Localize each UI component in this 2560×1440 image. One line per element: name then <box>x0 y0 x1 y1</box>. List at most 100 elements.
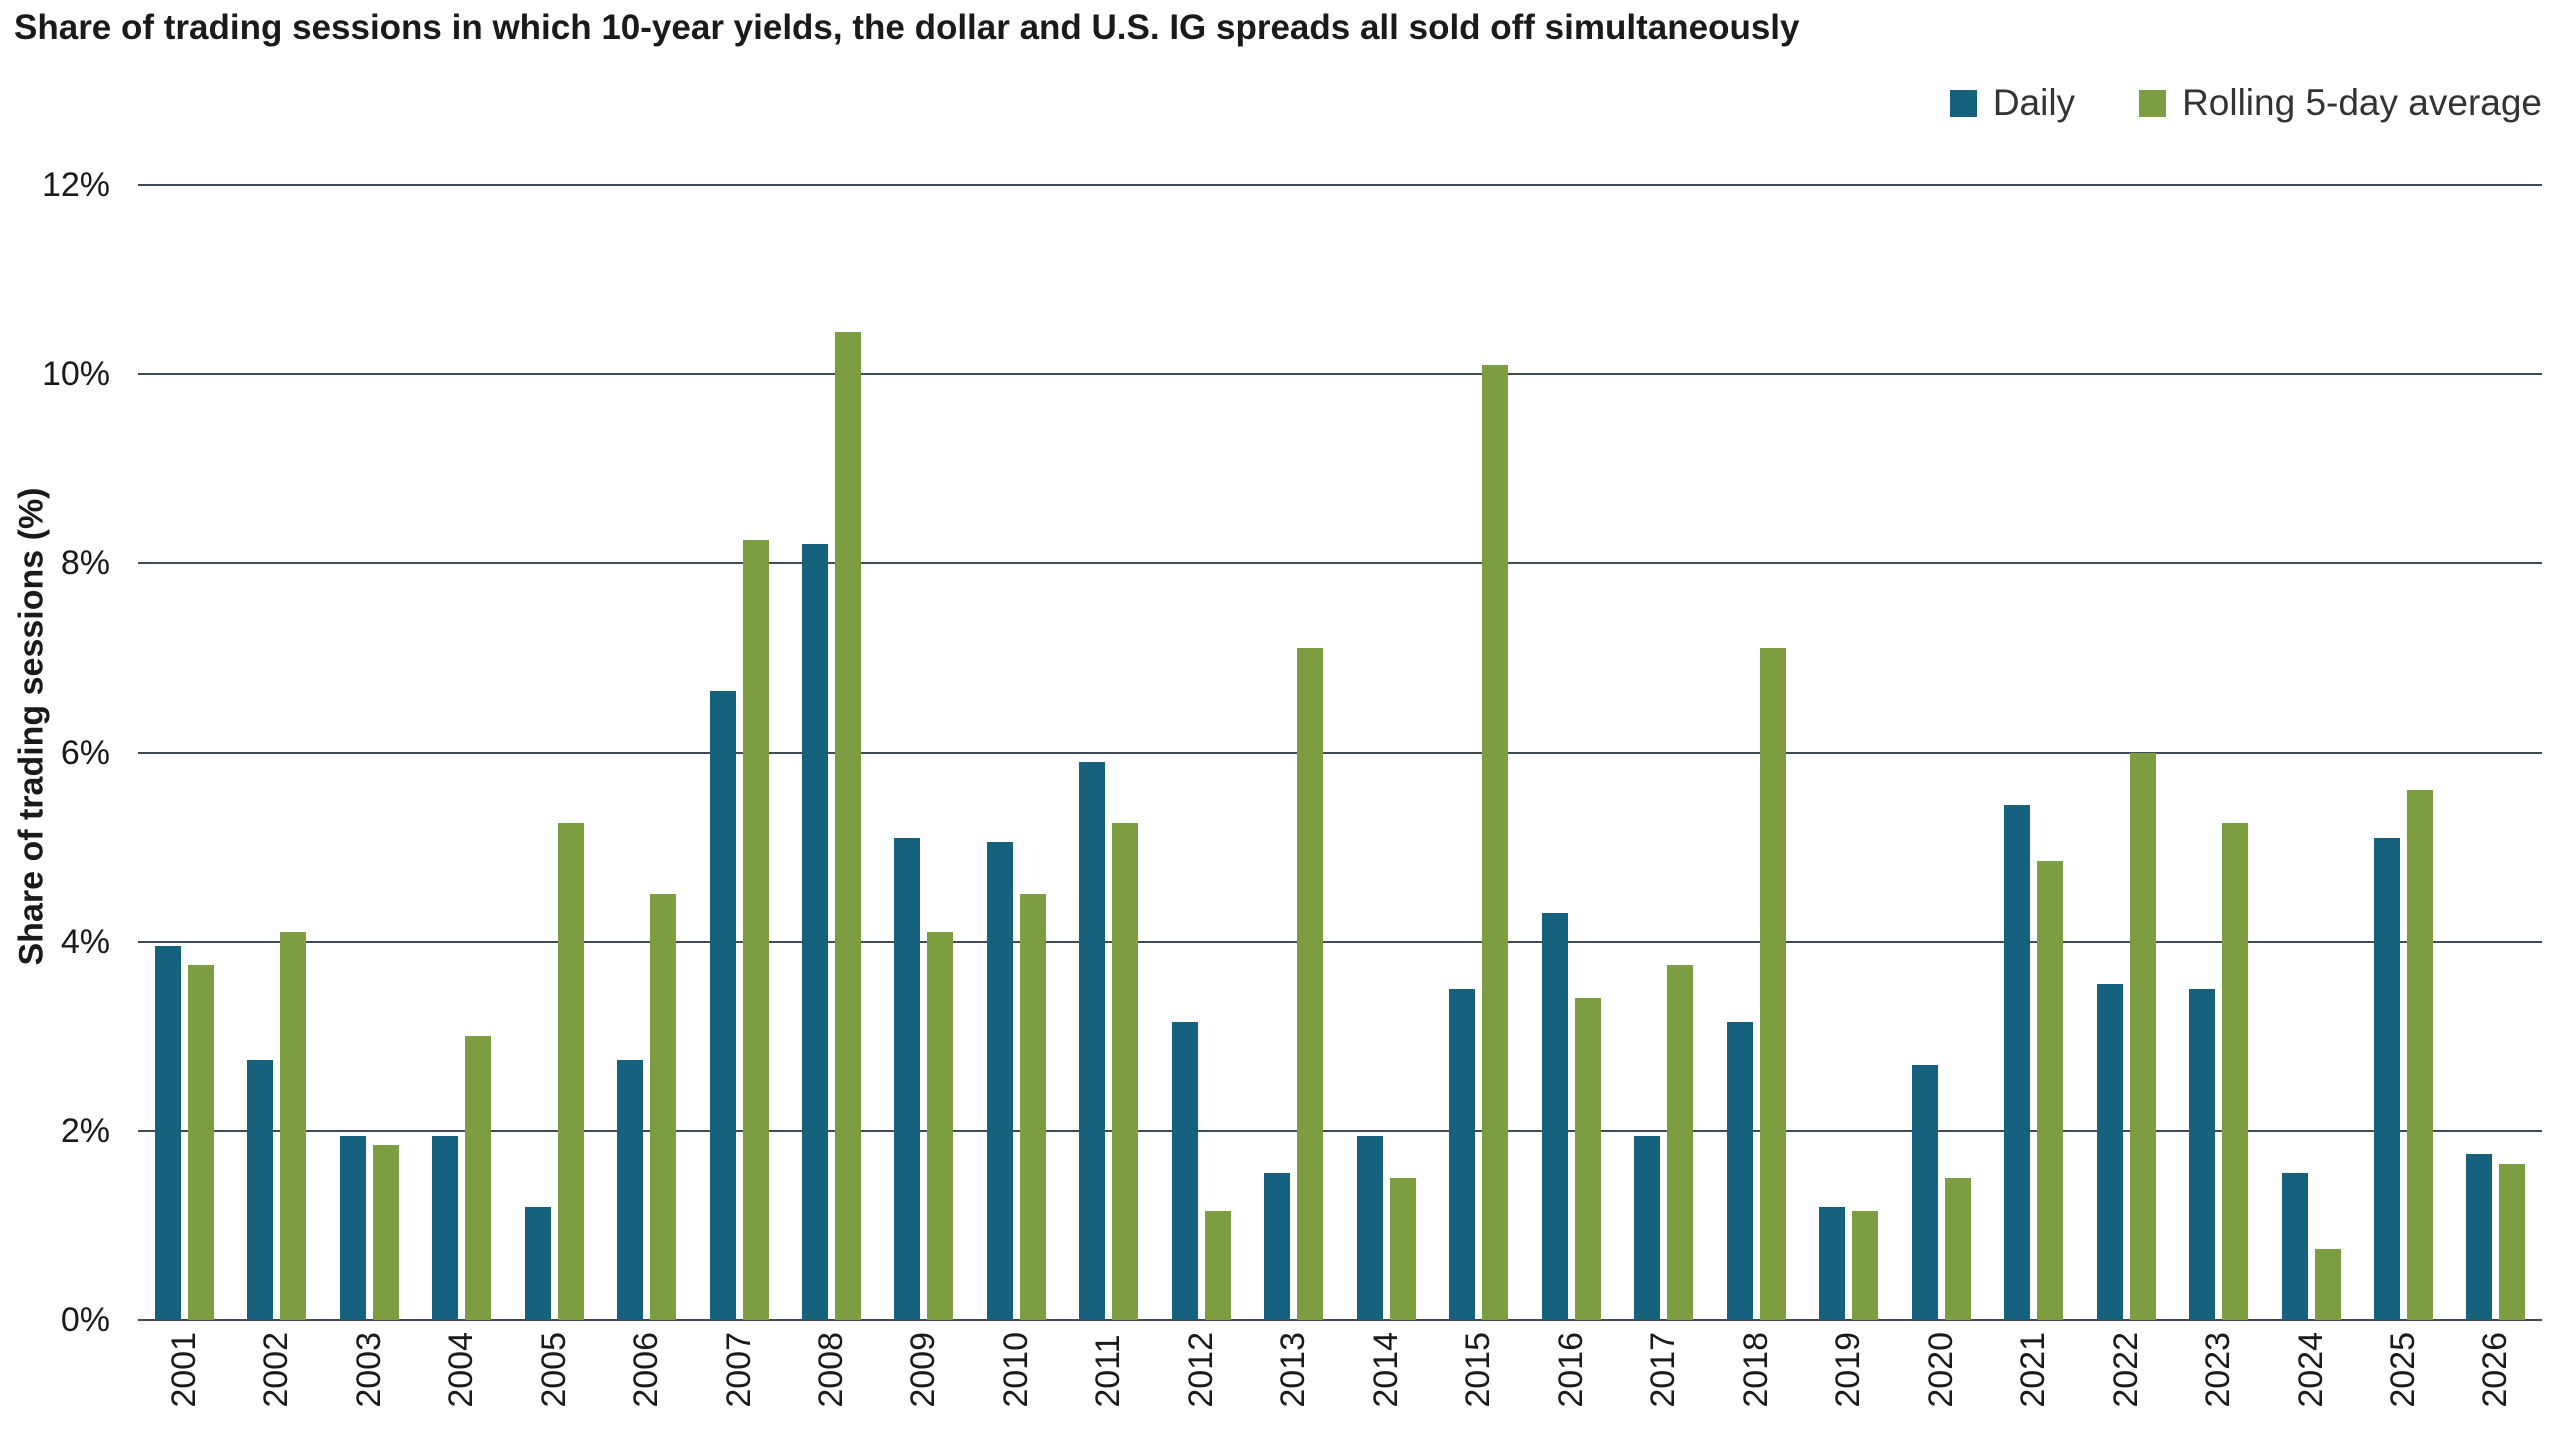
bar-daily-2022 <box>2096 984 2123 1320</box>
chart-title: Share of trading sessions in which 10-ye… <box>14 8 1800 47</box>
x-tick-cell-2008: 2008 <box>785 1332 877 1408</box>
x-tick-label-2017: 2017 <box>1644 1332 1683 1408</box>
gridline-8pct <box>138 562 2542 565</box>
legend-rolling-label: Rolling 5-day average <box>2182 82 2542 123</box>
legend-item-rolling: Rolling 5-day average <box>2139 82 2542 124</box>
bar-rolling-5-day-average-2011 <box>1112 823 1139 1320</box>
x-tick-cell-2013: 2013 <box>1248 1332 1340 1408</box>
bar-rolling-5-day-average-2020 <box>1944 1178 1971 1320</box>
x-tick-cell-2018: 2018 <box>1710 1332 1802 1408</box>
bar-rolling-5-day-average-2003 <box>372 1145 399 1320</box>
y-tick-label-10: 10% <box>41 355 110 394</box>
x-tick-cell-2004: 2004 <box>415 1332 507 1408</box>
gridline-6pct <box>138 751 2542 754</box>
y-tick-label-0: 0% <box>60 1301 110 1339</box>
x-tick-label-2025: 2025 <box>2383 1332 2422 1408</box>
bar-daily-2020 <box>1911 1064 1938 1320</box>
x-tick-label-2003: 2003 <box>349 1332 388 1408</box>
x-tick-cell-2019: 2019 <box>1802 1332 1894 1408</box>
bar-rolling-5-day-average-2014 <box>1389 1178 1416 1320</box>
bar-group-2002 <box>230 185 322 1320</box>
bar-group-2014 <box>1340 185 1432 1320</box>
bar-rolling-5-day-average-2009 <box>927 932 954 1320</box>
x-tick-label-2016: 2016 <box>1551 1332 1590 1408</box>
bar-group-2017 <box>1618 185 1710 1320</box>
bar-group-2011 <box>1063 185 1155 1320</box>
bar-group-2015 <box>1433 185 1525 1320</box>
bar-group-2001 <box>138 185 230 1320</box>
bar-group-2022 <box>2080 185 2172 1320</box>
gridline-0pct <box>138 1319 2542 1321</box>
bar-rolling-5-day-average-2019 <box>1852 1211 1879 1320</box>
bar-rolling-5-day-average-2010 <box>1019 894 1046 1320</box>
x-tick-label-2021: 2021 <box>2014 1332 2053 1408</box>
bar-daily-2016 <box>1541 913 1568 1320</box>
gridline-12pct <box>138 184 2542 186</box>
x-tick-cell-2002: 2002 <box>230 1332 322 1408</box>
x-tick-cell-2024: 2024 <box>2265 1332 2357 1408</box>
bar-daily-2017 <box>1634 1135 1661 1320</box>
bar-group-2026 <box>2450 185 2542 1320</box>
bar-daily-2006 <box>617 1059 644 1320</box>
bar-daily-2011 <box>1079 761 1106 1320</box>
bar-group-2018 <box>1710 185 1802 1320</box>
gridline-10pct <box>138 373 2542 376</box>
bar-daily-2007 <box>709 691 736 1320</box>
bar-daily-2026 <box>2466 1154 2493 1320</box>
x-tick-label-2010: 2010 <box>996 1332 1035 1408</box>
bar-daily-2004 <box>432 1135 459 1320</box>
bar-group-2010 <box>970 185 1062 1320</box>
bar-group-2021 <box>1987 185 2079 1320</box>
bar-rolling-5-day-average-2002 <box>280 932 307 1320</box>
bar-group-2019 <box>1802 185 1894 1320</box>
bar-rolling-5-day-average-2013 <box>1297 648 1324 1320</box>
bar-rolling-5-day-average-2025 <box>2406 790 2433 1320</box>
bar-daily-2003 <box>339 1135 366 1320</box>
bar-group-2016 <box>1525 185 1617 1320</box>
x-tick-cell-2009: 2009 <box>878 1332 970 1408</box>
x-tick-cell-2012: 2012 <box>1155 1332 1247 1408</box>
x-tick-cell-2026: 2026 <box>2450 1332 2542 1408</box>
bar-group-2003 <box>323 185 415 1320</box>
x-tick-label-2009: 2009 <box>904 1332 943 1408</box>
bar-daily-2014 <box>1356 1135 1383 1320</box>
x-tick-cell-2016: 2016 <box>1525 1332 1617 1408</box>
legend: Daily Rolling 5-day average <box>1949 82 2542 124</box>
x-tick-label-2006: 2006 <box>627 1332 666 1408</box>
bar-rolling-5-day-average-2005 <box>557 823 584 1320</box>
gridline-4pct <box>138 940 2542 943</box>
bar-daily-2005 <box>524 1206 551 1320</box>
bar-rolling-5-day-average-2023 <box>2222 823 2249 1320</box>
x-tick-cell-2003: 2003 <box>323 1332 415 1408</box>
bar-rolling-5-day-average-2001 <box>187 965 214 1320</box>
x-tick-label-2018: 2018 <box>1736 1332 1775 1408</box>
bar-group-2009 <box>878 185 970 1320</box>
x-axis-tick-labels: 2001 2002 2003 2004 2005 2006 2007 2008 2009 2010… <box>138 1332 2542 1408</box>
bar-rolling-5-day-average-2016 <box>1574 998 1601 1320</box>
x-tick-label-2022: 2022 <box>2106 1332 2145 1408</box>
x-tick-cell-2010: 2010 <box>970 1332 1062 1408</box>
legend-daily-label: Daily <box>1992 82 2076 123</box>
bar-daily-2018 <box>1726 1022 1753 1320</box>
x-tick-cell-2020: 2020 <box>1895 1332 1987 1408</box>
x-tick-label-2024: 2024 <box>2291 1332 2330 1408</box>
bar-daily-2013 <box>1264 1173 1291 1320</box>
bar-rolling-5-day-average-2024 <box>2314 1249 2341 1320</box>
x-tick-cell-2025: 2025 <box>2357 1332 2449 1408</box>
bar-group-2023 <box>2172 185 2264 1320</box>
bar-daily-2012 <box>1171 1022 1198 1320</box>
y-tick-label-4: 4% <box>60 922 110 961</box>
bar-group-2007 <box>693 185 785 1320</box>
x-tick-label-2012: 2012 <box>1181 1332 1220 1408</box>
bar-rolling-5-day-average-2017 <box>1667 965 1694 1320</box>
bar-rolling-5-day-average-2007 <box>742 539 769 1320</box>
bar-rolling-5-day-average-2008 <box>835 331 862 1320</box>
x-tick-cell-2007: 2007 <box>693 1332 785 1408</box>
bar-rolling-5-day-average-2018 <box>1759 648 1786 1320</box>
bar-rolling-5-day-average-2004 <box>465 1036 492 1320</box>
bar-rolling-5-day-average-2026 <box>2499 1163 2526 1320</box>
bar-rolling-5-day-average-2015 <box>1482 364 1509 1320</box>
bar-daily-2010 <box>986 842 1013 1320</box>
bar-group-2013 <box>1248 185 1340 1320</box>
